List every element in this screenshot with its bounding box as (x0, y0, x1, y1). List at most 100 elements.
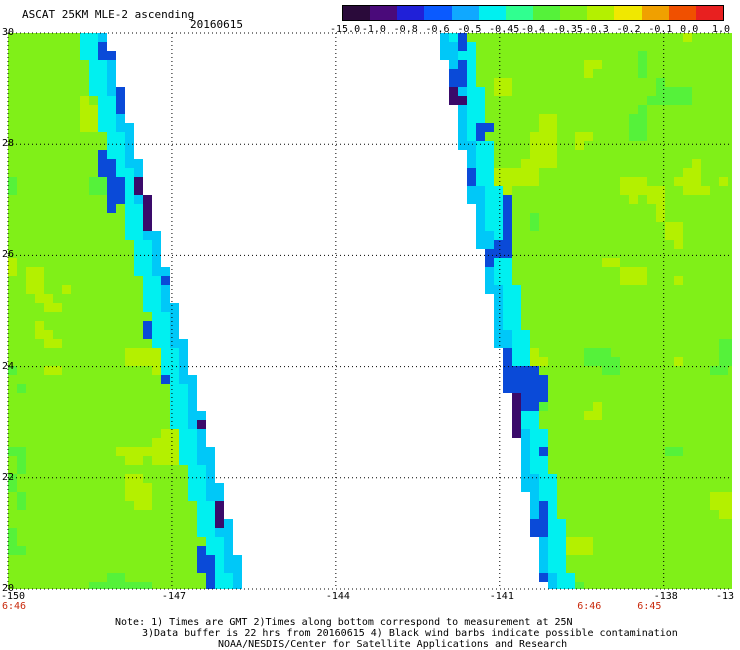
swath-cell (701, 159, 710, 168)
swath-cell (62, 519, 71, 528)
swath-cell (665, 132, 674, 141)
swath-cell (35, 357, 44, 366)
swath-cell (17, 438, 26, 447)
swath-cell (494, 330, 503, 339)
swath-cell (611, 411, 620, 420)
swath-cell (593, 357, 602, 366)
swath-cell (629, 159, 638, 168)
swath-cell (710, 267, 719, 276)
swath-cell (143, 303, 152, 312)
swath-cell (665, 555, 674, 564)
swath-cell (701, 357, 710, 366)
swath-cell (539, 141, 548, 150)
swath-cell (638, 78, 647, 87)
swath-cell (80, 573, 89, 582)
swath-cell (161, 285, 170, 294)
swath-cell (566, 465, 575, 474)
swath-cell (611, 330, 620, 339)
swath-cell (116, 240, 125, 249)
swath-cell (485, 60, 494, 69)
swath-cell (638, 195, 647, 204)
swath-cell (125, 168, 134, 177)
swath-cell (71, 546, 80, 555)
swath-cell (485, 132, 494, 141)
swath-cell (584, 438, 593, 447)
swath-cell (566, 51, 575, 60)
swath-cell (8, 537, 17, 546)
swath-cell (503, 132, 512, 141)
swath-cell (539, 285, 548, 294)
swath-cell (620, 132, 629, 141)
swath-cell (89, 159, 98, 168)
swath-cell (143, 258, 152, 267)
swath-cell (530, 519, 539, 528)
swath-cell (548, 546, 557, 555)
swath-cell (575, 366, 584, 375)
swath-cell (593, 69, 602, 78)
swath-cell (107, 447, 116, 456)
swath-cell (71, 429, 80, 438)
swath-cell (53, 240, 62, 249)
swath-cell (701, 240, 710, 249)
swath-cell (98, 114, 107, 123)
swath-cell (503, 267, 512, 276)
swath-cell (548, 42, 557, 51)
swath-cell (8, 501, 17, 510)
swath-cell (620, 537, 629, 546)
swath-cell (80, 96, 89, 105)
swath-cell (512, 114, 521, 123)
swath-cell (116, 564, 125, 573)
swath-cell (647, 258, 656, 267)
swath-cell (611, 519, 620, 528)
swath-cell (71, 51, 80, 60)
swath-cell (602, 114, 611, 123)
swath-cell (35, 339, 44, 348)
swath-cell (161, 456, 170, 465)
swath-cell (215, 582, 224, 589)
lat-tick-label: 28 (2, 138, 14, 149)
swath-cell (125, 213, 134, 222)
swath-cell (494, 168, 503, 177)
swath-cell (665, 87, 674, 96)
swath-cell (575, 69, 584, 78)
swath-cell (683, 411, 692, 420)
swath-cell (530, 213, 539, 222)
swath-cell (566, 375, 575, 384)
swath-cell (125, 465, 134, 474)
swath-cell (629, 267, 638, 276)
swath-cell (575, 177, 584, 186)
swath-cell (44, 267, 53, 276)
swath-cell (701, 465, 710, 474)
lat-tick-label: 24 (2, 361, 14, 372)
swath-cell (647, 177, 656, 186)
swath-cell (143, 510, 152, 519)
swath-cell (170, 438, 179, 447)
swath-cell (656, 159, 665, 168)
swath-cell (503, 357, 512, 366)
swath-cell (125, 249, 134, 258)
swath-cell (503, 204, 512, 213)
swath-cell (665, 285, 674, 294)
swath-cell (17, 87, 26, 96)
swath-cell (593, 456, 602, 465)
swath-cell (539, 195, 548, 204)
swath-cell (53, 168, 62, 177)
swath-cell (728, 348, 732, 357)
swath-cell (224, 582, 233, 589)
swath-cell (71, 474, 80, 483)
swath-cell (638, 159, 647, 168)
swath-cell (548, 294, 557, 303)
swath-cell (575, 330, 584, 339)
swath-cell (26, 438, 35, 447)
swath-cell (701, 393, 710, 402)
swath-cell (539, 411, 548, 420)
swath-cell (134, 366, 143, 375)
swath-cell (89, 456, 98, 465)
swath-cell (17, 546, 26, 555)
swath-cell (80, 330, 89, 339)
swath-cell (116, 483, 125, 492)
swath-cell (26, 60, 35, 69)
swath-cell (53, 186, 62, 195)
swath-cell (503, 348, 512, 357)
swath-cell (665, 384, 674, 393)
